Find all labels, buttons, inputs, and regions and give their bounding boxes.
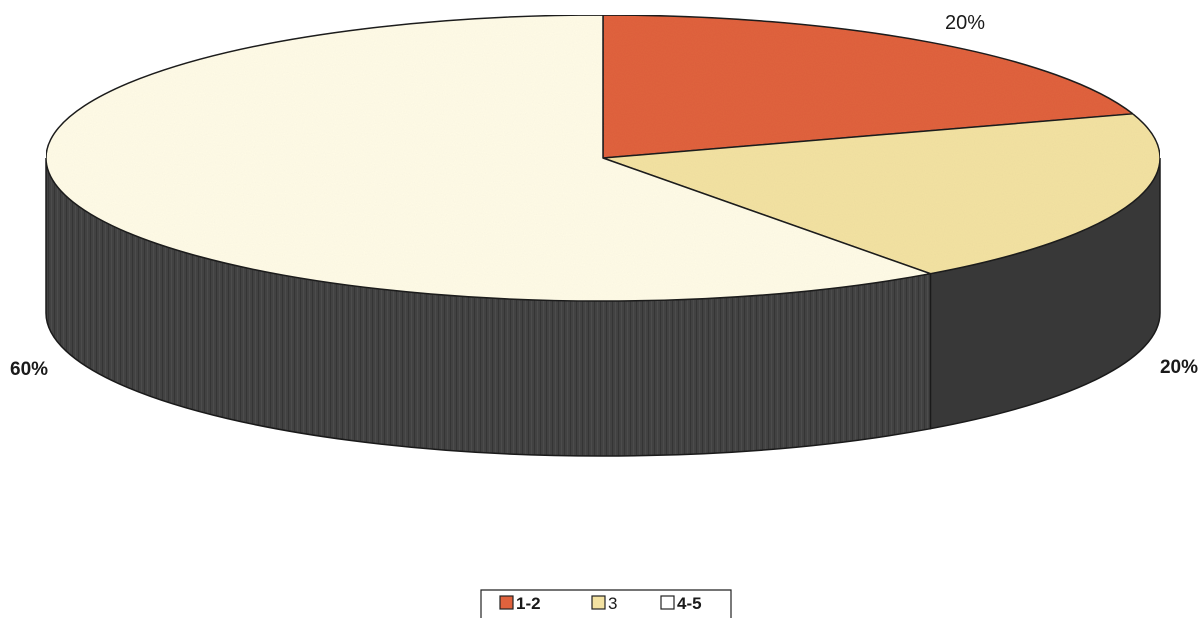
legend-label-3: 3 <box>608 594 617 613</box>
pie-slice-4-5 <box>45 14 932 302</box>
legend-label-1-2: 1-2 <box>516 594 541 613</box>
legend-frame <box>480 589 732 618</box>
pie-slice-3 <box>602 113 1161 275</box>
data-label-3: 20% <box>1160 357 1198 378</box>
pie-slice-1-2 <box>602 14 1134 159</box>
legend-swatch-1-2 <box>499 595 514 610</box>
data-label-1-2: 20% <box>945 12 985 34</box>
legend-label-4-5: 4-5 <box>677 594 702 613</box>
legend-swatch-4-5 <box>660 595 675 610</box>
legend-swatch-3 <box>591 595 606 610</box>
data-label-4-5: 60% <box>10 359 48 380</box>
legend: 1-2 3 4-5 <box>480 589 732 618</box>
